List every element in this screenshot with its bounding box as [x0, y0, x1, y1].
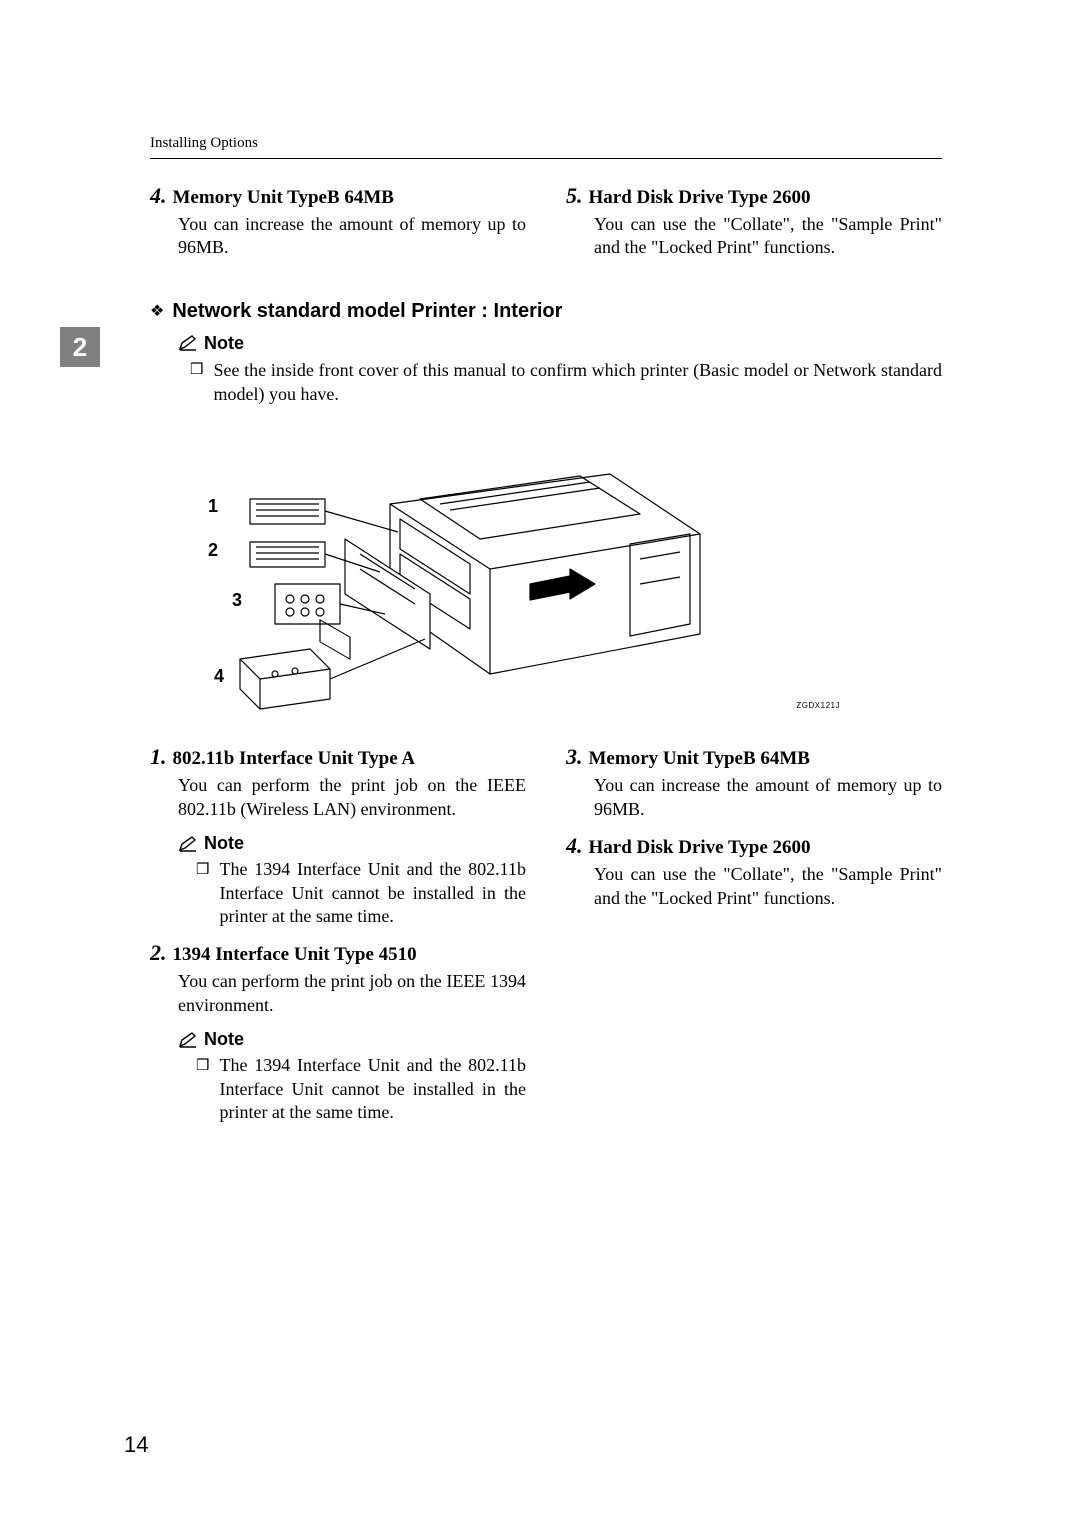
lower-columns: 1. 802.11b Interface Unit Type A You can… — [150, 744, 942, 1124]
item-2-note-body: ❒ The 1394 Interface Unit and the 802.11… — [196, 1054, 526, 1124]
item-2-block: 2. 1394 Interface Unit Type 4510 You can… — [150, 940, 526, 1017]
header-divider — [150, 158, 942, 159]
network-heading: ❖ Network standard model Printer : Inter… — [150, 300, 942, 323]
chapter-number: 2 — [73, 332, 87, 363]
item-4b-desc: You can use the "Collate", the "Sample P… — [594, 863, 942, 910]
main-note-body: ❒ See the inside front cover of this man… — [190, 358, 942, 407]
item-1-note-heading: Note — [178, 833, 526, 854]
item-3-desc: You can increase the amount of memory up… — [594, 774, 942, 821]
diagram-callout-1: 1 — [208, 496, 218, 517]
printer-diagram: 1 2 3 4 ZGDX121J — [180, 444, 740, 714]
lower-left-col: 1. 802.11b Interface Unit Type A You can… — [150, 744, 526, 1124]
diagram-reference: ZGDX121J — [796, 701, 840, 710]
item-1-num: 1. — [150, 744, 167, 770]
item-1-note-text: The 1394 Interface Unit and the 802.11b … — [219, 858, 526, 928]
item-2-title: 1394 Interface Unit Type 4510 — [173, 944, 417, 966]
item-5-title: Hard Disk Drive Type 2600 — [589, 187, 811, 209]
item-2-num: 2. — [150, 940, 167, 966]
item-3-block: 3. Memory Unit TypeB 64MB You can increa… — [566, 744, 942, 821]
network-heading-text: Network standard model Printer : Interio… — [172, 300, 562, 323]
item-1-head: 1. 802.11b Interface Unit Type A — [150, 744, 526, 770]
item-1-note-label: Note — [204, 833, 244, 854]
checkbox-icon: ❒ — [196, 858, 209, 928]
diamond-icon: ❖ — [150, 301, 164, 321]
checkbox-icon: ❒ — [190, 358, 203, 407]
item-2-note: Note ❒ The 1394 Interface Unit and the 8… — [178, 1029, 526, 1124]
running-header: Installing Options — [150, 135, 942, 152]
item-1-note: Note ❒ The 1394 Interface Unit and the 8… — [178, 833, 526, 928]
item-1-title: 802.11b Interface Unit Type A — [173, 748, 416, 770]
item-1-block: 1. 802.11b Interface Unit Type A You can… — [150, 744, 526, 821]
item-3-num: 3. — [566, 744, 583, 770]
printer-diagram-svg — [180, 444, 740, 714]
item-4-head: 4. Memory Unit TypeB 64MB — [150, 183, 526, 209]
pencil-icon — [178, 835, 198, 853]
item-2-note-text: The 1394 Interface Unit and the 802.11b … — [219, 1054, 526, 1124]
pencil-icon — [178, 1031, 198, 1049]
item-4-title: Memory Unit TypeB 64MB — [173, 187, 394, 209]
page-number: 14 — [124, 1432, 148, 1458]
lower-right-col: 3. Memory Unit TypeB 64MB You can increa… — [566, 744, 942, 1124]
top-left-col: 4. Memory Unit TypeB 64MB You can increa… — [150, 183, 526, 272]
item-5-desc: You can use the "Collate", the "Sample P… — [594, 213, 942, 260]
item-4b-block: 4. Hard Disk Drive Type 2600 You can use… — [566, 833, 942, 910]
item-4-desc: You can increase the amount of memory up… — [178, 213, 526, 260]
item-4b-head: 4. Hard Disk Drive Type 2600 — [566, 833, 942, 859]
item-1-note-body: ❒ The 1394 Interface Unit and the 802.11… — [196, 858, 526, 928]
main-note-label: Note — [204, 333, 244, 354]
top-columns: 4. Memory Unit TypeB 64MB You can increa… — [150, 183, 942, 272]
item-5-block: 5. Hard Disk Drive Type 2600 You can use… — [566, 183, 942, 260]
diagram-callout-3: 3 — [232, 590, 242, 611]
item-2-note-heading: Note — [178, 1029, 526, 1050]
item-2-desc: You can perform the print job on the IEE… — [178, 970, 526, 1017]
diagram-callout-4: 4 — [214, 666, 224, 687]
pencil-icon — [178, 334, 198, 352]
main-note-text: See the inside front cover of this manua… — [213, 358, 942, 407]
item-5-head: 5. Hard Disk Drive Type 2600 — [566, 183, 942, 209]
checkbox-icon: ❒ — [196, 1054, 209, 1124]
chapter-tab: 2 — [60, 327, 100, 367]
item-4b-title: Hard Disk Drive Type 2600 — [589, 837, 811, 859]
item-5-num: 5. — [566, 183, 583, 209]
item-4b-num: 4. — [566, 833, 583, 859]
top-right-col: 5. Hard Disk Drive Type 2600 You can use… — [566, 183, 942, 272]
item-3-title: Memory Unit TypeB 64MB — [589, 748, 810, 770]
item-3-head: 3. Memory Unit TypeB 64MB — [566, 744, 942, 770]
item-4-block: 4. Memory Unit TypeB 64MB You can increa… — [150, 183, 526, 260]
main-note-heading: Note — [178, 333, 942, 354]
diagram-callout-2: 2 — [208, 540, 218, 561]
item-1-desc: You can perform the print job on the IEE… — [178, 774, 526, 821]
item-2-head: 2. 1394 Interface Unit Type 4510 — [150, 940, 526, 966]
item-4-num: 4. — [150, 183, 167, 209]
item-2-note-label: Note — [204, 1029, 244, 1050]
